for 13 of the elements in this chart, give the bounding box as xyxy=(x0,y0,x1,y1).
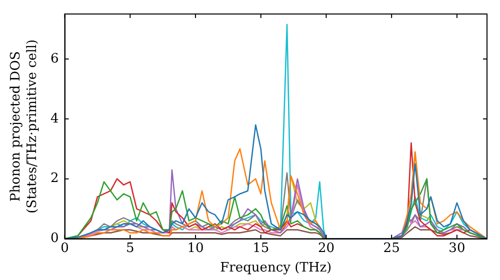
x-axis-title: Frequency (THz) xyxy=(220,260,332,276)
y-axis-title: Phonon projected DOS (States/THz·primitive cell) xyxy=(8,39,40,214)
x-tick-label: 15 xyxy=(252,240,270,256)
x-tick-label: 5 xyxy=(126,240,134,256)
y-tick-label: 6 xyxy=(50,51,59,66)
y-tick-label: 4 xyxy=(50,111,59,126)
x-tick-label: 0 xyxy=(60,240,69,256)
x-tick-label: 20 xyxy=(318,240,334,256)
x-tick-label: 10 xyxy=(187,240,204,256)
x-tick-label: 25 xyxy=(383,240,400,256)
y-tick-label: 0 xyxy=(50,231,59,246)
x-tick-label: 30 xyxy=(448,240,466,256)
y-tick-label: 2 xyxy=(50,171,59,186)
